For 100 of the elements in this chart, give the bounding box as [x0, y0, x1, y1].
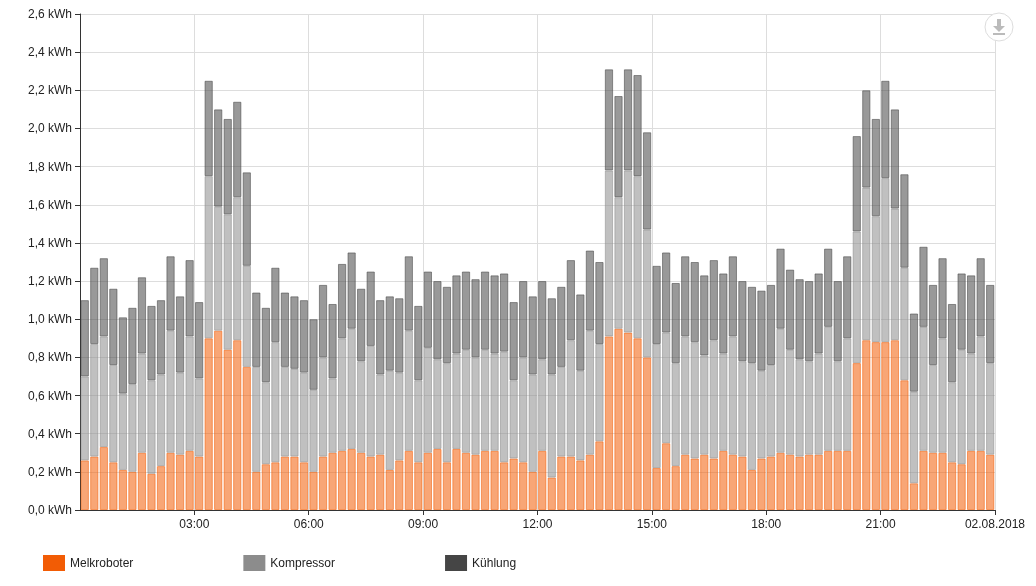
bar — [862, 187, 871, 341]
bar — [557, 456, 566, 510]
bar — [967, 450, 976, 510]
bar — [967, 275, 976, 354]
bar — [490, 275, 499, 354]
bar — [642, 357, 652, 510]
bar — [156, 300, 166, 375]
bar — [433, 281, 442, 360]
bar — [566, 340, 575, 457]
bar — [118, 469, 128, 510]
bar — [576, 294, 585, 371]
bar — [604, 69, 614, 171]
bar — [804, 454, 814, 510]
bar — [566, 260, 575, 341]
bar — [328, 378, 337, 453]
bar — [442, 286, 452, 364]
bar — [681, 336, 690, 455]
bar — [528, 471, 537, 510]
bar — [738, 361, 747, 457]
bar — [538, 450, 547, 510]
bar — [804, 361, 814, 455]
y-tick-label: 0,2 kWh — [27, 464, 72, 479]
bar — [90, 344, 99, 457]
bar — [852, 363, 861, 510]
bar — [156, 466, 166, 510]
bar — [395, 298, 404, 373]
bar — [137, 277, 147, 354]
bar — [776, 248, 785, 329]
bar — [604, 170, 614, 337]
bar — [99, 447, 108, 510]
bar — [109, 365, 118, 463]
bar — [519, 281, 528, 358]
bar — [309, 471, 318, 510]
legend-label: Melkroboter — [70, 556, 134, 570]
bar — [833, 361, 842, 451]
bar — [337, 338, 347, 451]
bar — [185, 260, 194, 337]
bar — [623, 69, 633, 171]
y-tick-label: 1,8 kWh — [27, 159, 72, 174]
bar — [252, 292, 261, 367]
bar — [90, 456, 99, 510]
bar — [576, 460, 585, 510]
bar — [442, 462, 452, 510]
bar — [290, 368, 299, 457]
bar — [376, 374, 385, 455]
bar — [328, 303, 337, 379]
bar — [166, 330, 175, 453]
bar — [223, 214, 232, 350]
bar — [843, 338, 852, 451]
bar — [423, 347, 433, 453]
bar — [909, 313, 919, 392]
bar — [881, 80, 890, 179]
bar — [881, 342, 890, 510]
bar — [576, 370, 585, 461]
bar — [986, 454, 995, 510]
bar — [185, 336, 194, 451]
bar — [175, 454, 185, 510]
bar — [757, 290, 766, 371]
bar — [766, 365, 776, 457]
bar — [480, 349, 490, 451]
legend-label: Kühlung — [472, 556, 517, 570]
bar — [957, 349, 966, 465]
bar — [452, 353, 461, 449]
bar — [461, 271, 471, 350]
bar — [928, 452, 938, 510]
bar — [595, 441, 604, 510]
bar — [938, 258, 947, 339]
bar — [633, 338, 642, 510]
bar — [890, 208, 900, 341]
bar — [366, 271, 375, 346]
bar — [309, 319, 318, 390]
bar — [585, 250, 595, 331]
bar — [795, 359, 804, 457]
bar — [452, 275, 461, 354]
bar — [242, 265, 251, 367]
bar — [804, 281, 814, 362]
bar — [490, 353, 499, 451]
bar — [109, 288, 118, 366]
bar — [709, 458, 718, 510]
bar — [604, 336, 614, 510]
bar — [318, 456, 328, 510]
bar — [776, 328, 785, 453]
bar — [261, 307, 270, 383]
bar — [547, 477, 556, 510]
bar — [986, 284, 995, 364]
bar — [585, 454, 595, 510]
bar — [309, 389, 318, 472]
bar — [271, 342, 280, 463]
bar — [480, 450, 490, 510]
bar — [299, 462, 309, 510]
bar — [738, 281, 747, 362]
bar — [528, 296, 537, 375]
y-tick-label: 2,0 kWh — [27, 121, 72, 136]
bar — [681, 256, 690, 337]
bar — [976, 336, 985, 451]
bar — [90, 267, 99, 345]
bar — [519, 462, 528, 510]
bar — [547, 374, 556, 478]
bar — [947, 382, 957, 463]
bar — [299, 300, 309, 373]
